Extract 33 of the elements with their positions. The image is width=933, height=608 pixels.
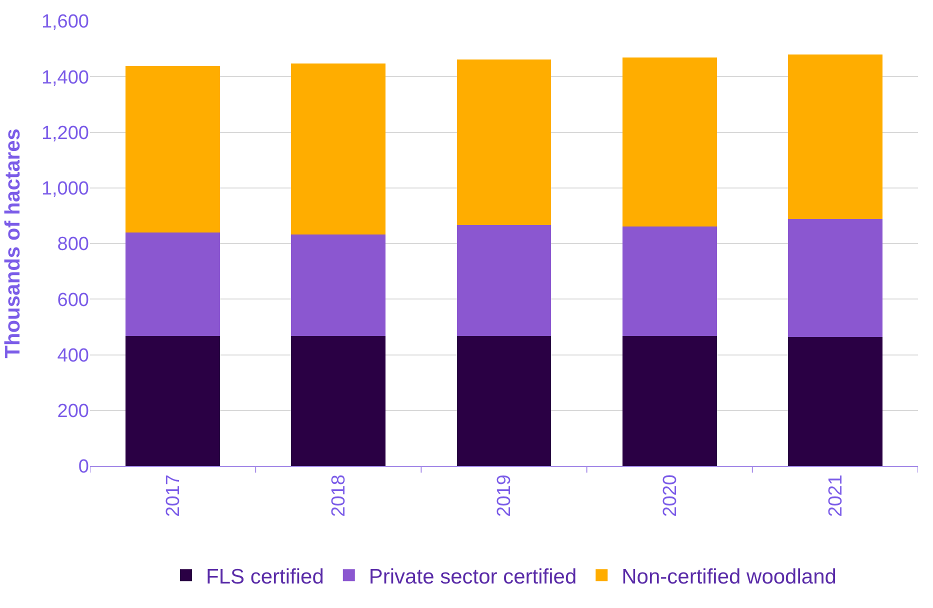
bar <box>456 336 552 466</box>
bar <box>291 234 386 336</box>
bar <box>456 225 552 336</box>
y-tick-label: 1,400 <box>41 67 89 88</box>
bar <box>622 336 717 466</box>
bar <box>126 66 220 232</box>
y-tick-label: 1,200 <box>41 122 89 144</box>
x-tick-label: 2019 <box>494 474 516 517</box>
bar <box>291 64 386 234</box>
legend-label: Non-certified woodland <box>622 565 836 588</box>
y-axis-title: Thousands of hactares <box>2 128 25 358</box>
bar <box>126 232 220 336</box>
y-tick-label: 200 <box>57 401 89 422</box>
bar <box>291 336 386 466</box>
y-tick-label: 0 <box>78 456 89 478</box>
bar <box>456 60 552 226</box>
x-tick-label: 2021 <box>825 474 846 517</box>
bar <box>126 336 220 466</box>
y-tick-label: 1,000 <box>41 178 89 200</box>
bar <box>622 57 717 226</box>
bar <box>788 54 882 220</box>
y-tick-label: 1,600 <box>41 12 89 33</box>
legend-label: FLS certified <box>206 565 324 588</box>
x-tick-label: 2017 <box>162 474 184 517</box>
y-tick-label: 800 <box>57 234 89 256</box>
bar <box>622 226 717 336</box>
x-tick-label: 2018 <box>328 474 350 517</box>
legend-label: Private sector certified <box>368 565 577 588</box>
bar <box>788 219 882 337</box>
y-tick-label: 600 <box>57 290 89 311</box>
bar <box>788 336 882 466</box>
x-tick-label: 2020 <box>660 474 681 517</box>
y-tick-label: 400 <box>57 345 89 366</box>
